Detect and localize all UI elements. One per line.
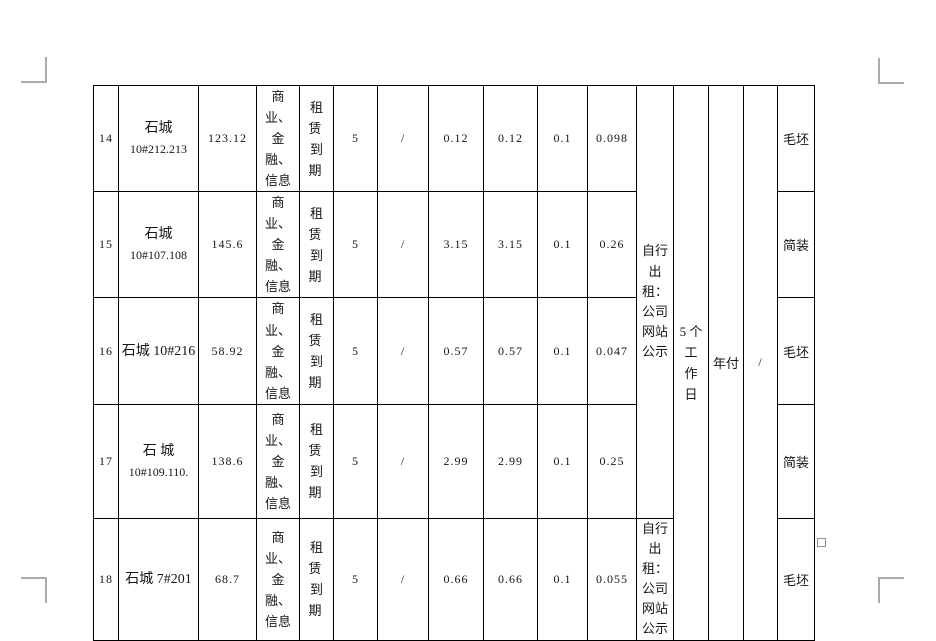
value-col3-cell: 0.1	[537, 403, 588, 519]
finish-type-cell: 简装	[777, 403, 815, 519]
lease-years-cell: 5	[333, 191, 378, 299]
usage-cell: 商业、 金融、 信息	[256, 191, 300, 299]
lease-status-cell: 租赁 到期	[299, 517, 334, 641]
crop-mark-top-left	[21, 57, 47, 83]
crop-mark-bottom-left	[21, 577, 47, 603]
usage-cell: 商业、 金融、 信息	[256, 297, 300, 405]
finish-type-cell: 毛坯	[777, 517, 815, 641]
property-name-cell: 石城 10#216	[118, 297, 199, 405]
property-name-line: 石城 7#201	[125, 571, 192, 587]
slash-cell: /	[377, 403, 429, 519]
value-col4-cell: 0.26	[587, 191, 637, 299]
value-col4-cell: 0.098	[587, 84, 637, 193]
area-cell: 68.7	[198, 517, 257, 641]
deposit-slash-cell: /	[743, 85, 778, 641]
lease-status-cell: 租赁 到期	[299, 191, 334, 299]
table-row: 14 石城 10#212.213 123.12 商业、 金融、 信息 租赁 到期…	[93, 84, 815, 641]
value-col1-cell: 3.15	[428, 191, 484, 299]
value-col1-cell: 2.99	[428, 403, 484, 519]
slash-cell: /	[377, 84, 429, 193]
value-col3-cell: 0.1	[537, 297, 588, 405]
row-number-cell: 15	[93, 191, 119, 299]
property-name-cell: 石城 10#107.108	[118, 191, 199, 299]
value-col1-cell: 0.66	[428, 517, 484, 641]
property-name-line: 石城 10#216	[121, 343, 196, 359]
lease-listing-table: 14 石城 10#212.213 123.12 商业、 金融、 信息 租赁 到期…	[93, 84, 815, 641]
value-col2-cell: 0.12	[483, 84, 538, 193]
value-col3-cell: 0.1	[537, 191, 588, 299]
value-col4-cell: 0.047	[587, 297, 637, 405]
payment-term-cell: 年付	[708, 85, 744, 641]
value-col2-cell: 0.57	[483, 297, 538, 405]
property-name-line: 石城	[144, 120, 173, 136]
slash-cell: /	[377, 297, 429, 405]
value-col4-cell: 0.25	[587, 403, 637, 519]
work-days-cell: 5 个 工 作 日	[673, 85, 709, 641]
lease-years-cell: 5	[333, 403, 378, 519]
lease-status-cell: 租赁 到期	[299, 403, 334, 519]
lease-years-cell: 5	[333, 517, 378, 641]
value-col1-cell: 0.12	[428, 84, 484, 193]
area-cell: 145.6	[198, 191, 257, 299]
area-cell: 58.92	[198, 297, 257, 405]
table-row: 17 石 城 10#109.110. 138.6 商业、 金融、 信息 租赁 到…	[93, 403, 815, 519]
lease-years-cell: 5	[333, 84, 378, 193]
value-col2-cell: 2.99	[483, 403, 538, 519]
usage-cell: 商业、 金融、 信息	[256, 403, 300, 519]
crop-mark-top-right	[878, 58, 904, 84]
property-name-cell: 石城 7#201	[118, 517, 199, 641]
slash-cell: /	[377, 191, 429, 299]
row-number-cell: 17	[93, 403, 119, 519]
property-name-line: 10#107.108	[130, 248, 187, 263]
value-col1-cell: 0.57	[428, 297, 484, 405]
value-col4-cell: 0.055	[587, 517, 637, 641]
property-name-line: 石城	[144, 227, 173, 243]
row-number-cell: 16	[93, 297, 119, 405]
lease-years-cell: 5	[333, 297, 378, 405]
lease-status-cell: 租赁 到期	[299, 297, 334, 405]
document-page: { "table": { "rows": [ {"num":"14","name…	[21, 57, 904, 641]
row-number-cell: 18	[93, 517, 119, 641]
value-col3-cell: 0.1	[537, 517, 588, 641]
area-cell: 123.12	[198, 84, 257, 193]
finish-type-cell: 简装	[777, 191, 815, 299]
property-name-line: 10#109.110.	[128, 464, 189, 479]
rental-method-cell: 自行 出 租： 公司 网站 公示	[636, 517, 674, 641]
value-col3-cell: 0.1	[537, 84, 588, 193]
property-name-line: 10#212.213	[130, 141, 187, 156]
finish-type-cell: 毛坯	[777, 297, 815, 405]
usage-cell: 商业、 金融、 信息	[256, 84, 300, 193]
usage-cell: 商业、 金融、 信息	[256, 517, 300, 641]
row-number-cell: 14	[93, 84, 119, 193]
property-name-cell: 石 城 10#109.110.	[118, 403, 199, 519]
property-name-cell: 石城 10#212.213	[118, 84, 199, 193]
table-row: 15 石城 10#107.108 145.6 商业、 金融、 信息 租赁 到期 …	[93, 191, 815, 299]
property-name-line: 石 城	[142, 443, 175, 459]
finish-type-cell: 毛坯	[777, 84, 815, 193]
slash-cell: /	[377, 517, 429, 641]
table-row: 16 石城 10#216 58.92 商业、 金融、 信息 租赁 到期 5 / …	[93, 297, 815, 405]
value-col2-cell: 0.66	[483, 517, 538, 641]
value-col2-cell: 3.15	[483, 191, 538, 299]
crop-mark-bottom-right	[878, 577, 904, 603]
table-resize-handle[interactable]	[817, 538, 826, 547]
area-cell: 138.6	[198, 403, 257, 519]
rental-method-cell: 自行 出 租： 公司 网站 公示	[636, 85, 674, 519]
lease-status-cell: 租赁 到期	[299, 84, 334, 193]
